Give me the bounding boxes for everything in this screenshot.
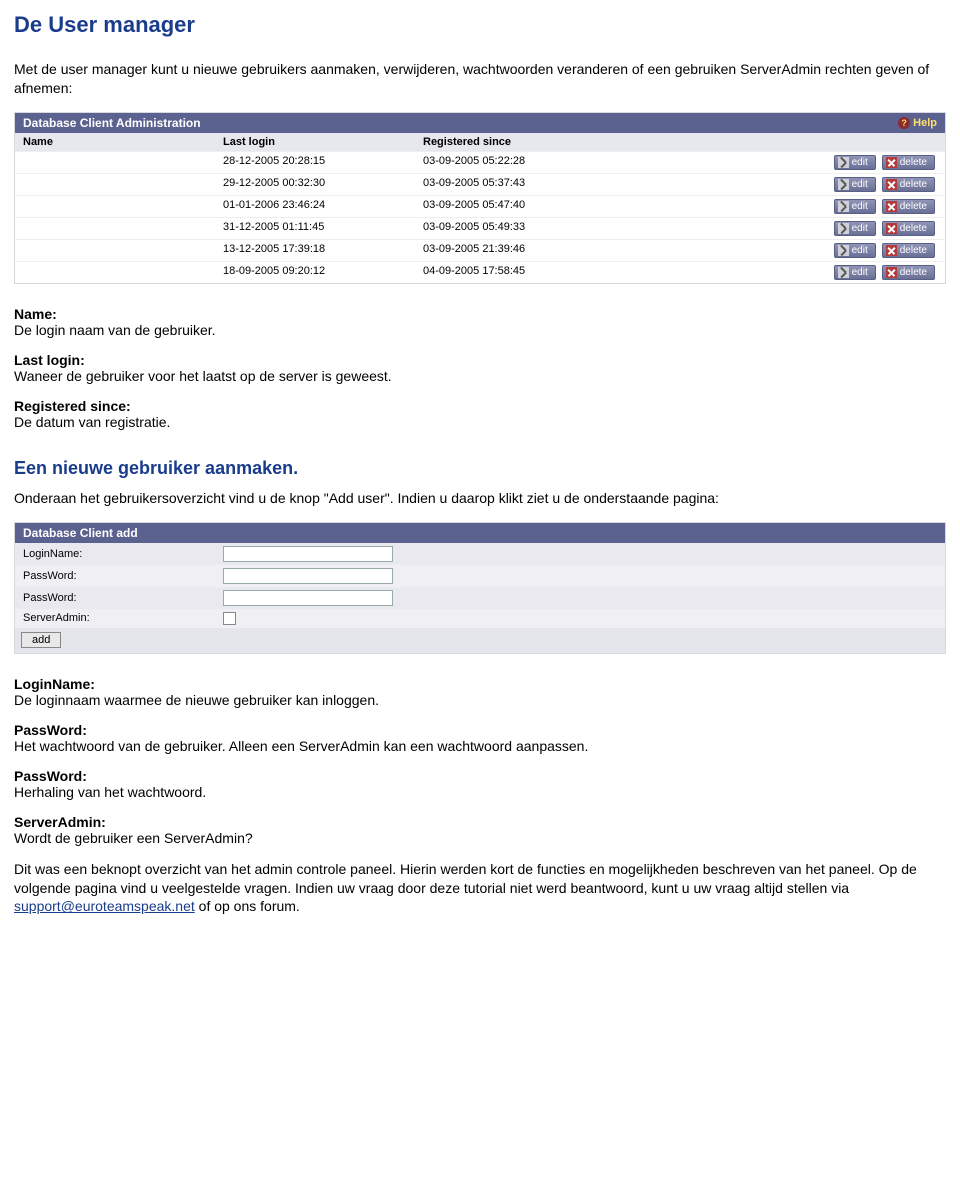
table-header: Name Last login Registered since (15, 133, 945, 151)
cell-last-login: 31-12-2005 01:11:45 (215, 218, 415, 239)
tools-icon (838, 157, 849, 168)
field-text: De datum van registratie. (14, 414, 946, 430)
cell-last-login: 13-12-2005 17:39:18 (215, 240, 415, 261)
edit-button[interactable]: edit (834, 221, 876, 236)
cell-registered: 04-09-2005 17:58:45 (415, 262, 635, 283)
delete-button[interactable]: delete (882, 265, 935, 280)
table-row: 18-09-2005 09:20:1204-09-2005 17:58:45 ed… (15, 261, 945, 283)
user-list-panel: Database Client Administration ? Help Na… (14, 112, 946, 284)
field-description: LoginName:De loginnaam waarmee de nieuwe… (14, 676, 946, 708)
field-label: Registered since: (14, 398, 946, 414)
help-link[interactable]: ? Help (898, 117, 937, 129)
serveradmin-checkbox[interactable] (223, 612, 236, 625)
field-text: Waneer de gebruiker voor het laatst op d… (14, 368, 946, 384)
panel-title: Database Client Administration (23, 116, 201, 130)
cell-registered: 03-09-2005 05:49:33 (415, 218, 635, 239)
field-description: ServerAdmin:Wordt de gebruiker een Serve… (14, 814, 946, 846)
close-icon (886, 157, 897, 168)
field-label: Name: (14, 306, 946, 322)
support-link[interactable]: support@euroteamspeak.net (14, 898, 195, 914)
intro-paragraph: Met de user manager kunt u nieuwe gebrui… (14, 60, 946, 98)
panel-title: Database Client add (23, 526, 138, 540)
section-paragraph: Onderaan het gebruikersoverzicht vind u … (14, 489, 946, 508)
closing-text-1: Dit was een beknopt overzicht van het ad… (14, 861, 917, 896)
field-label: PassWord: (14, 722, 946, 738)
field-text: Herhaling van het wachtwoord. (14, 784, 946, 800)
field-text: De login naam van de gebruiker. (14, 322, 946, 338)
loginname-input[interactable] (223, 546, 393, 562)
delete-button[interactable]: delete (882, 155, 935, 170)
close-icon (886, 245, 897, 256)
table-row: 28-12-2005 20:28:1503-09-2005 05:22:28 ed… (15, 151, 945, 173)
close-icon (886, 179, 897, 190)
col-name: Name (15, 133, 215, 151)
label-password-repeat: PassWord: (15, 589, 215, 607)
cell-name (15, 174, 215, 195)
field-label: LoginName: (14, 676, 946, 692)
cell-registered: 03-09-2005 21:39:46 (415, 240, 635, 261)
table-row: 31-12-2005 01:11:4503-09-2005 05:49:33 ed… (15, 217, 945, 239)
field-label: Last login: (14, 352, 946, 368)
help-icon: ? (898, 117, 910, 129)
edit-button[interactable]: edit (834, 199, 876, 214)
closing-text-2: of op ons forum. (195, 898, 300, 914)
field-text: Het wachtwoord van de gebruiker. Alleen … (14, 738, 946, 754)
edit-button[interactable]: edit (834, 243, 876, 258)
cell-last-login: 18-09-2005 09:20:12 (215, 262, 415, 283)
delete-button[interactable]: delete (882, 199, 935, 214)
field-description: PassWord:Herhaling van het wachtwoord. (14, 768, 946, 800)
cell-registered: 03-09-2005 05:22:28 (415, 152, 635, 173)
table-row: 29-12-2005 00:32:3003-09-2005 05:37:43 ed… (15, 173, 945, 195)
field-description: Registered since:De datum van registrati… (14, 398, 946, 430)
field-label: PassWord: (14, 768, 946, 784)
cell-name (15, 262, 215, 283)
field-label: ServerAdmin: (14, 814, 946, 830)
cell-last-login: 01-01-2006 23:46:24 (215, 196, 415, 217)
page-title: De User manager (14, 12, 946, 38)
field-description: Name:De login naam van de gebruiker. (14, 306, 946, 338)
delete-button[interactable]: delete (882, 177, 935, 192)
table-row: 13-12-2005 17:39:1803-09-2005 21:39:46 ed… (15, 239, 945, 261)
tools-icon (838, 223, 849, 234)
field-text: Wordt de gebruiker een ServerAdmin? (14, 830, 946, 846)
tools-icon (838, 179, 849, 190)
closing-paragraph: Dit was een beknopt overzicht van het ad… (14, 860, 946, 917)
password-repeat-input[interactable] (223, 590, 393, 606)
close-icon (886, 223, 897, 234)
add-user-panel: Database Client add LoginName: PassWord:… (14, 522, 946, 654)
col-registered: Registered since (415, 133, 635, 151)
delete-button[interactable]: delete (882, 221, 935, 236)
cell-name (15, 152, 215, 173)
edit-button[interactable]: edit (834, 155, 876, 170)
table-row: 01-01-2006 23:46:2403-09-2005 05:47:40 ed… (15, 195, 945, 217)
edit-button[interactable]: edit (834, 265, 876, 280)
field-description: PassWord:Het wachtwoord van de gebruiker… (14, 722, 946, 754)
col-last-login: Last login (215, 133, 415, 151)
edit-button[interactable]: edit (834, 177, 876, 192)
field-text: De loginnaam waarmee de nieuwe gebruiker… (14, 692, 946, 708)
section-title: Een nieuwe gebruiker aanmaken. (14, 458, 946, 479)
add-button[interactable]: add (21, 632, 61, 648)
label-serveradmin: ServerAdmin: (15, 609, 215, 627)
field-description: Last login:Waneer de gebruiker voor het … (14, 352, 946, 384)
close-icon (886, 267, 897, 278)
help-label: Help (913, 117, 937, 129)
label-loginname: LoginName: (15, 545, 215, 563)
tools-icon (838, 245, 849, 256)
cell-registered: 03-09-2005 05:37:43 (415, 174, 635, 195)
cell-name (15, 218, 215, 239)
cell-last-login: 28-12-2005 20:28:15 (215, 152, 415, 173)
password-input[interactable] (223, 568, 393, 584)
label-password: PassWord: (15, 567, 215, 585)
cell-name (15, 196, 215, 217)
delete-button[interactable]: delete (882, 243, 935, 258)
cell-registered: 03-09-2005 05:47:40 (415, 196, 635, 217)
tools-icon (838, 201, 849, 212)
close-icon (886, 201, 897, 212)
tools-icon (838, 267, 849, 278)
cell-last-login: 29-12-2005 00:32:30 (215, 174, 415, 195)
cell-name (15, 240, 215, 261)
